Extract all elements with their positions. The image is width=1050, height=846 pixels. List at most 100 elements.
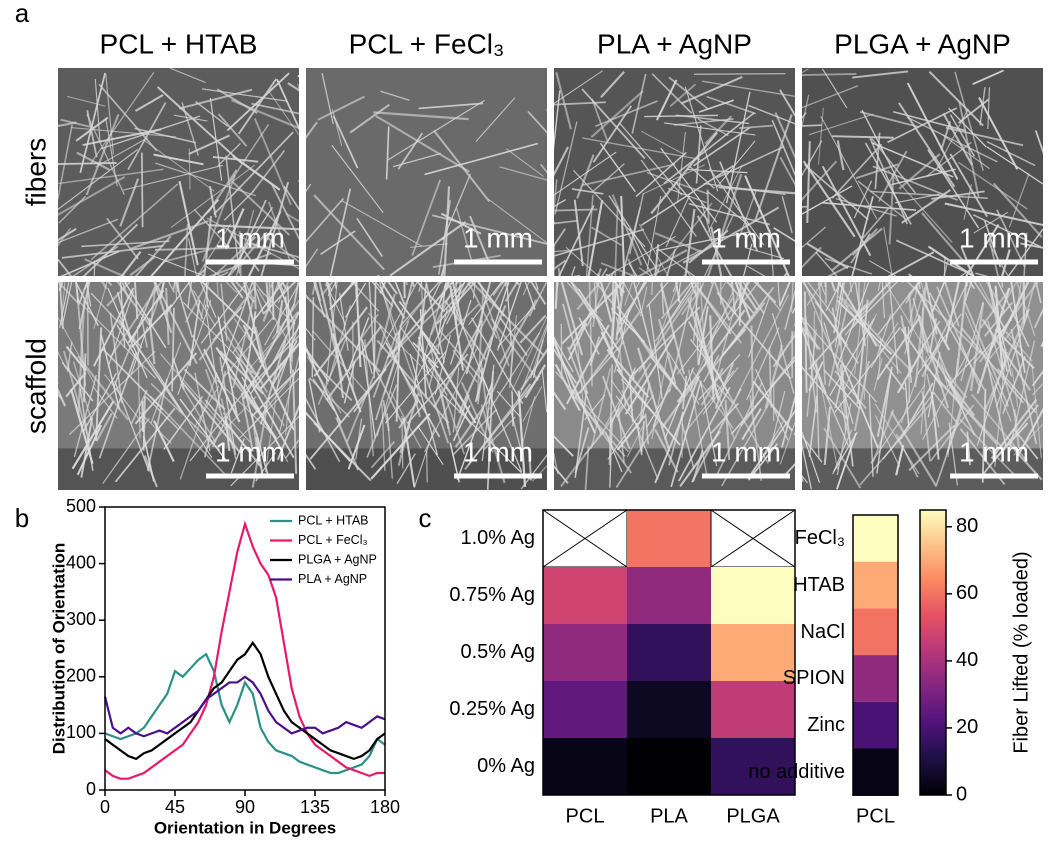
fiber — [370, 441, 396, 469]
fiber — [650, 131, 718, 215]
fiber — [276, 300, 284, 333]
fiber — [698, 282, 715, 326]
fiber — [444, 395, 466, 455]
fiber — [661, 375, 701, 429]
fiber — [627, 258, 637, 276]
fiber — [576, 333, 585, 408]
fiber — [654, 429, 679, 473]
fiber — [784, 288, 795, 331]
fiber — [73, 374, 98, 458]
fiber — [752, 380, 794, 432]
fiber — [615, 419, 660, 489]
fiber — [61, 244, 164, 259]
row-label: fibers — [20, 138, 51, 206]
fiber — [988, 282, 1012, 377]
fiber — [204, 304, 221, 411]
fiber — [803, 291, 808, 393]
fiber — [874, 132, 881, 190]
fiber — [208, 224, 299, 231]
heat-cell — [543, 738, 627, 795]
fiber — [917, 314, 950, 409]
fiber — [216, 282, 219, 296]
fiber — [444, 300, 488, 362]
fiber — [783, 462, 795, 477]
fiber — [59, 282, 64, 330]
fiber — [746, 265, 766, 276]
fiber — [496, 390, 521, 417]
fiber — [966, 431, 971, 466]
fiber — [164, 282, 191, 316]
fiber — [958, 161, 1028, 210]
fiber — [870, 322, 899, 369]
fiber — [640, 420, 645, 453]
fiber — [802, 282, 859, 364]
fiber — [828, 304, 849, 387]
fiber — [332, 115, 359, 169]
scale-bar-label: 1 mm — [215, 436, 285, 467]
fiber — [700, 381, 718, 467]
fiber — [178, 180, 199, 266]
plot-frame — [104, 506, 386, 791]
fiber — [517, 323, 547, 401]
fiber — [188, 134, 231, 155]
fiber — [397, 420, 412, 466]
fiber — [387, 99, 485, 161]
fiber — [113, 380, 150, 472]
series-line — [104, 652, 386, 775]
fiber — [725, 91, 751, 204]
fiber — [562, 303, 589, 395]
colorbar-title: Fiber Lifted (% loaded) — [1010, 551, 1032, 753]
heatmap-frame — [542, 509, 796, 796]
fiber — [932, 391, 959, 425]
fiber — [253, 326, 299, 389]
fiber — [144, 395, 179, 430]
fiber — [497, 282, 522, 351]
fiber — [1002, 355, 1026, 414]
fiber — [470, 282, 545, 356]
fiber — [973, 211, 1009, 234]
scale-bar-label: 1 mm — [463, 436, 533, 467]
fiber — [510, 315, 547, 393]
fiber — [489, 332, 541, 410]
fiber — [238, 231, 242, 276]
heat-cell — [853, 655, 898, 702]
fiber — [454, 282, 462, 326]
fiber — [225, 155, 241, 274]
fiber — [283, 185, 299, 211]
fiber — [593, 163, 625, 192]
heat-cell — [711, 681, 795, 738]
fiber — [772, 333, 795, 368]
fiber — [355, 282, 362, 368]
fiber — [277, 282, 289, 303]
row-label: 1.0% Ag — [460, 527, 535, 549]
fiber — [959, 418, 1016, 477]
fiber — [843, 282, 855, 306]
fiber — [615, 395, 641, 430]
fiber — [703, 182, 786, 196]
fiber — [200, 282, 248, 344]
fiber — [802, 316, 877, 403]
fiber — [77, 300, 157, 379]
fiber — [375, 115, 470, 173]
fiber — [398, 399, 420, 429]
fiber — [651, 73, 693, 114]
fiber — [963, 282, 973, 304]
fiber — [109, 312, 123, 404]
fiber — [396, 453, 416, 485]
legend-label: PCL + FeCl₃ — [298, 533, 368, 547]
fiber — [895, 239, 974, 276]
fiber — [455, 282, 457, 294]
fiber — [713, 282, 730, 321]
fiber — [590, 368, 612, 449]
fiber — [292, 369, 298, 474]
fiber — [716, 381, 764, 474]
fiber — [806, 329, 817, 417]
y-axis-title: Distribution of Orientation — [49, 543, 68, 755]
fiber — [374, 293, 396, 369]
fiber — [641, 130, 686, 156]
fiber — [1008, 173, 1030, 228]
fiber — [90, 183, 179, 261]
fiber — [615, 316, 635, 380]
fiber — [738, 282, 742, 326]
fiber — [946, 368, 974, 454]
